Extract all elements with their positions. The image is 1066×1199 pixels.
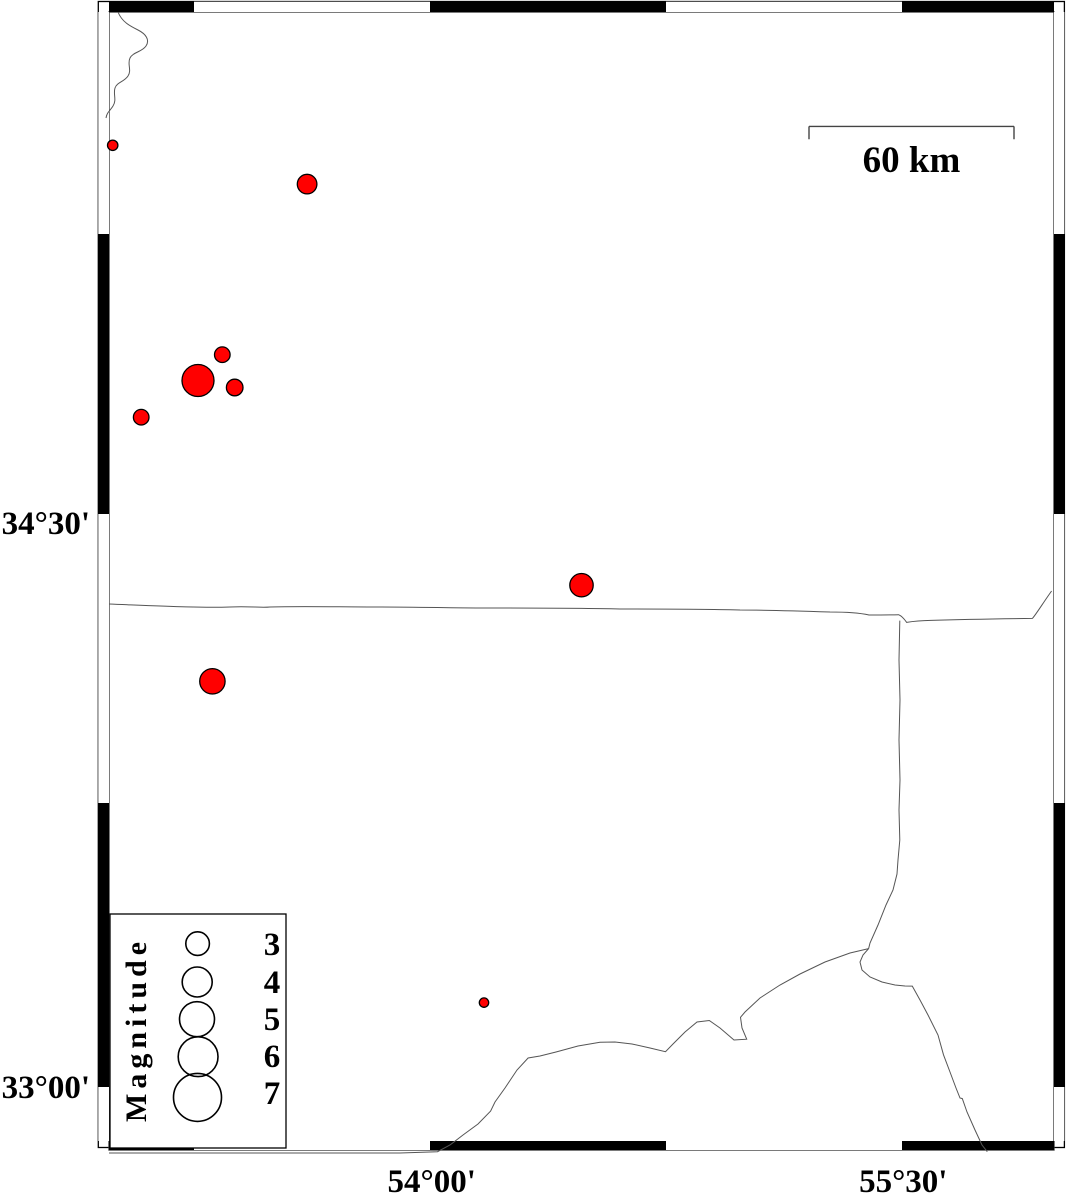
svg-text:4: 4: [264, 965, 281, 1001]
svg-text:3: 3: [264, 927, 281, 963]
svg-text:55°30': 55°30': [859, 1164, 947, 1199]
svg-text:Magnitude: Magnitude: [120, 937, 153, 1122]
svg-text:7: 7: [264, 1076, 281, 1112]
svg-text:54°00': 54°00': [388, 1164, 476, 1199]
svg-text:6: 6: [264, 1039, 281, 1075]
svg-text:34°30': 34°30': [2, 506, 90, 542]
svg-text:33°00': 33°00': [2, 1070, 90, 1106]
svg-text:5: 5: [264, 1002, 281, 1038]
svg-text:60 km: 60 km: [863, 140, 961, 181]
